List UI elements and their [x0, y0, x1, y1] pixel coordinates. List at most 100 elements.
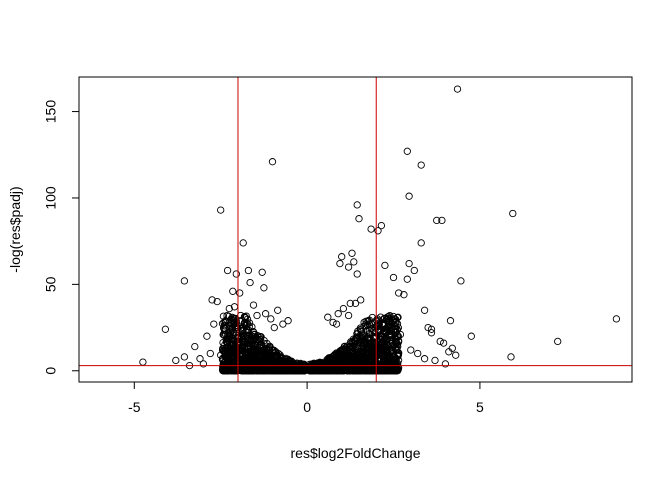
data-point: [292, 366, 300, 375]
data-point: [393, 346, 401, 354]
data-point: [335, 350, 344, 358]
data-point: [309, 360, 317, 368]
data-point: [417, 239, 425, 247]
data-point: [374, 227, 382, 235]
data-point: [453, 85, 462, 93]
data-point: [324, 313, 332, 321]
data-point: [395, 289, 403, 297]
data-point: [347, 339, 355, 347]
data-point: [336, 259, 344, 268]
x-tick-label: 0: [303, 399, 311, 415]
data-point: [199, 360, 208, 368]
data-point: [400, 291, 408, 299]
y-axis: 0 50 100 150: [43, 100, 80, 375]
data-point: [242, 325, 251, 333]
data-point: [279, 320, 287, 328]
data-point: [427, 325, 436, 333]
data-point: [441, 360, 450, 368]
data-point: [377, 336, 385, 344]
data-point: [380, 349, 389, 358]
data-point: [260, 348, 269, 356]
data-point: [316, 364, 324, 372]
data-point: [235, 333, 243, 341]
data-point: [338, 253, 346, 261]
data-point: [393, 340, 402, 348]
data-point: [208, 296, 216, 304]
data-point: [258, 364, 267, 372]
data-point: [223, 266, 232, 275]
data-point: [457, 277, 465, 285]
data-point: [246, 278, 254, 287]
data-point: [329, 318, 337, 327]
data-point: [282, 357, 290, 366]
data-point: [384, 317, 393, 325]
data-point: [361, 367, 369, 375]
data-point: [420, 306, 429, 314]
data-point: [353, 270, 361, 278]
data-point: [222, 344, 230, 352]
data-point: [222, 367, 230, 375]
data-point: [253, 311, 261, 320]
data-point: [297, 365, 306, 374]
data-point: [354, 351, 362, 359]
data-point: [278, 365, 286, 374]
data-point: [331, 358, 340, 366]
data-point: [446, 317, 455, 325]
data-point: [377, 344, 385, 353]
data-point: [219, 367, 228, 375]
data-point: [380, 327, 388, 335]
data-point: [139, 358, 147, 366]
data-point: [417, 161, 425, 169]
data-point: [339, 360, 347, 368]
data-point: [227, 336, 235, 344]
data-point: [431, 356, 439, 365]
data-point: [346, 299, 354, 308]
data-point: [351, 363, 359, 371]
data-point: [346, 343, 355, 351]
data-point: [260, 284, 268, 292]
data-point: [509, 209, 517, 218]
data-point: [467, 332, 475, 340]
data-point: [390, 322, 399, 331]
data-point: [612, 315, 621, 323]
y-tick-label: 150: [43, 100, 59, 124]
data-point: [230, 317, 238, 325]
data-point: [219, 344, 227, 353]
plot-points: [139, 85, 621, 375]
data-point: [448, 344, 456, 352]
y-axis-title: -log(res$padj): [7, 186, 23, 272]
data-point: [389, 273, 398, 282]
data-point: [267, 315, 275, 323]
data-point: [554, 337, 562, 346]
y-tick-label: 50: [43, 276, 59, 292]
data-point: [334, 310, 342, 318]
data-point: [232, 270, 240, 278]
data-point: [351, 337, 359, 345]
data-point: [405, 192, 413, 200]
data-point: [249, 301, 258, 309]
data-point: [351, 299, 360, 308]
data-point: [414, 349, 422, 358]
data-point: [385, 364, 393, 372]
data-point: [248, 365, 257, 374]
data-point: [242, 312, 250, 320]
y-tick-label: 0: [43, 367, 59, 375]
data-point: [225, 304, 233, 313]
data-point: [349, 357, 358, 365]
data-point: [282, 367, 290, 375]
data-point: [357, 296, 365, 304]
data-point: [261, 310, 270, 318]
data-point: [369, 327, 378, 335]
data-point: [350, 258, 358, 266]
data-point: [386, 336, 394, 344]
data-point: [318, 367, 327, 375]
data-point: [332, 320, 341, 328]
data-point: [241, 314, 250, 322]
data-point: [161, 325, 170, 333]
data-point: [403, 275, 411, 283]
data-point: [191, 342, 199, 351]
data-point: [267, 366, 275, 375]
data-point: [381, 261, 389, 270]
x-axis-title: res$log2FoldChange: [291, 445, 421, 461]
